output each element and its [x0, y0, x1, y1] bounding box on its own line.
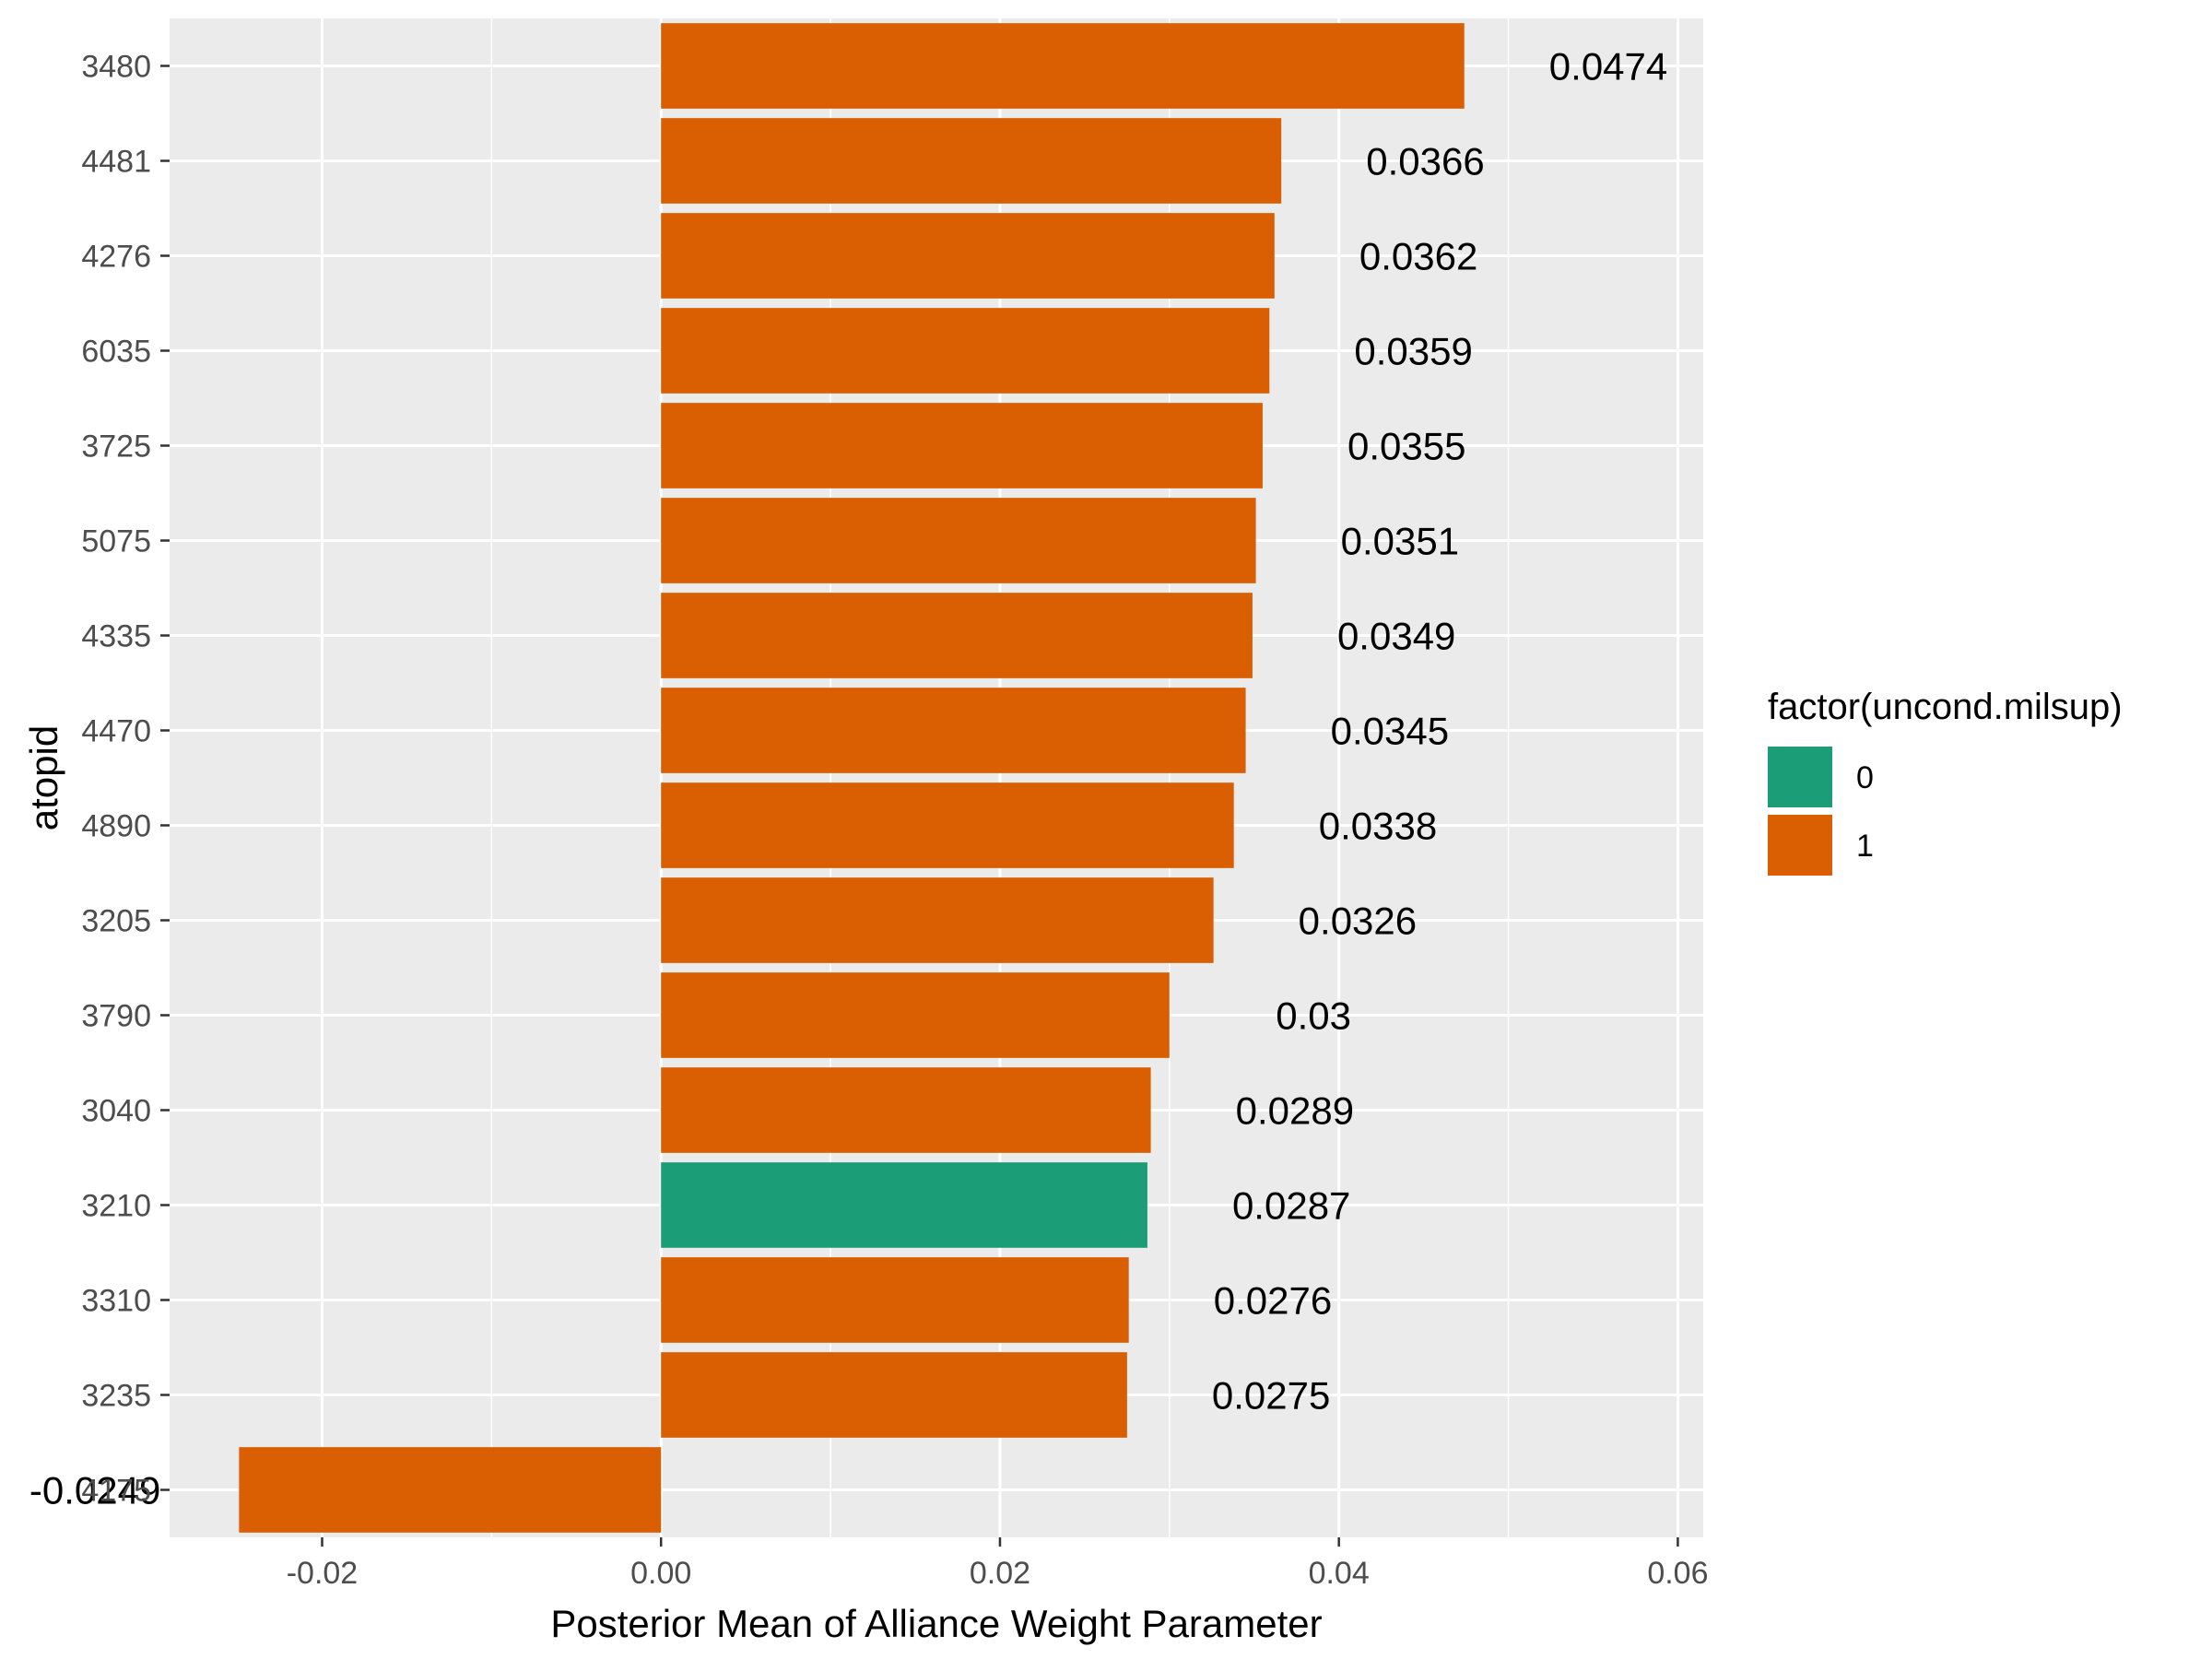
y-tick-label-3725: 3725 [81, 429, 151, 465]
bar-4890 [661, 782, 1234, 868]
data-label-3205: 0.0326 [1299, 900, 1417, 943]
bar-3205 [661, 877, 1214, 963]
legend-key-0 [1768, 747, 1832, 807]
y-tick-label-6035: 6035 [81, 335, 151, 370]
y-tick-label-4890: 4890 [81, 809, 151, 844]
legend-label-1: 1 [1856, 829, 1874, 864]
y-tick-label-4175: 4175 [81, 1474, 151, 1509]
bar-4175 [239, 1447, 662, 1533]
data-label-6035: 0.0359 [1354, 330, 1472, 373]
bar-4276 [661, 213, 1275, 299]
legend-label-0: 0 [1856, 760, 1874, 795]
x-tick-label: 0.06 [1647, 1556, 1708, 1591]
y-tick-label-4470: 4470 [81, 714, 151, 749]
data-label-5075: 0.0351 [1341, 520, 1459, 563]
bar-3210 [661, 1162, 1147, 1248]
data-label-4175: -0.0249 [29, 1469, 160, 1512]
y-tick-label-4335: 4335 [81, 619, 151, 654]
data-label-3040: 0.0289 [1236, 1089, 1354, 1133]
y-tick-label-4276: 4276 [81, 240, 151, 275]
data-label-3310: 0.0276 [1214, 1279, 1332, 1323]
data-label-4890: 0.0338 [1319, 805, 1437, 848]
bar-3235 [661, 1352, 1127, 1438]
x-axis-title: Posterior Mean of Alliance Weight Parame… [550, 1602, 1322, 1645]
y-tick-label-3210: 3210 [81, 1189, 151, 1224]
legend-title: factor(uncond.milsup) [1768, 687, 2123, 727]
y-tick-label-3235: 3235 [81, 1379, 151, 1414]
data-label-3725: 0.0355 [1347, 425, 1465, 468]
y-tick-label-3205: 3205 [81, 904, 151, 939]
bar-4470 [661, 688, 1246, 773]
data-label-4276: 0.0362 [1359, 235, 1477, 278]
y-tick-label-3480: 3480 [81, 50, 151, 85]
y-axis-title: atopid [22, 725, 65, 830]
bar-6035 [661, 308, 1270, 394]
data-labels: 0.0474 0.0366 0.0362 0.0359 0.0355 0.0351 0.03… [29, 45, 1667, 1512]
data-label-4470: 0.0345 [1331, 710, 1449, 753]
x-tick-label: -0.02 [287, 1556, 359, 1591]
y-tick-label-5075: 5075 [81, 524, 151, 559]
y-tick-label-3790: 3790 [81, 999, 151, 1034]
bar-5075 [661, 498, 1256, 583]
data-label-3790: 0.03 [1276, 994, 1351, 1038]
bar-4481 [661, 118, 1282, 204]
bar-3310 [661, 1257, 1129, 1343]
bar-4335 [661, 593, 1253, 678]
bar-3040 [661, 1067, 1151, 1153]
x-tick-label: 0.04 [1309, 1556, 1370, 1591]
data-label-3235: 0.0275 [1212, 1374, 1330, 1418]
data-label-3210: 0.0287 [1232, 1184, 1350, 1228]
y-axis: 3480 4481 4276 6035 3725 5075 4335 4470 4890 3205… [81, 50, 170, 1509]
x-tick-label: 0.00 [630, 1556, 691, 1591]
legend: factor(uncond.milsup) 0 1 [1768, 687, 2123, 876]
y-tick-label-4481: 4481 [81, 145, 151, 180]
bars [239, 23, 1465, 1533]
x-tick-label: 0.02 [970, 1556, 1030, 1591]
data-label-3480: 0.0474 [1549, 45, 1667, 88]
y-tick-label-3040: 3040 [81, 1094, 151, 1129]
bar-3725 [661, 403, 1263, 488]
y-tick-label-3310: 3310 [81, 1284, 151, 1319]
bar-3790 [661, 972, 1170, 1058]
data-label-4481: 0.0366 [1366, 140, 1484, 183]
legend-key-1 [1768, 815, 1832, 876]
x-axis: -0.02 0.00 0.02 0.04 0.06 [287, 1537, 1709, 1591]
bar-3480 [661, 23, 1465, 109]
data-label-4335: 0.0349 [1337, 615, 1455, 658]
